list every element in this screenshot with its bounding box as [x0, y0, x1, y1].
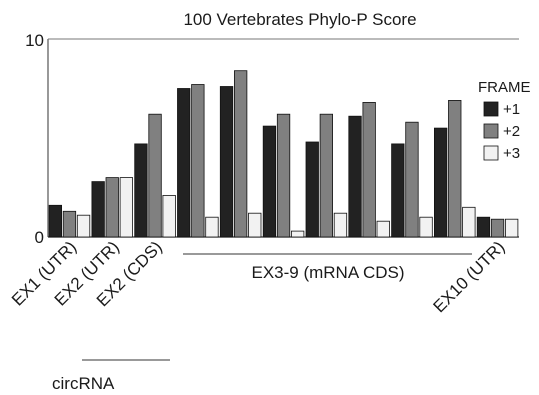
legend-label-frame1: +1	[503, 101, 520, 118]
bar-group4-frame3	[205, 216, 219, 238]
group-annotation-mrna: EX3-9 (mRNA CDS)	[183, 253, 472, 282]
x-tick-label: EX10 (UTR)	[430, 237, 509, 316]
legend-label-frame2: +2	[503, 123, 520, 140]
y-axis: 10 0	[25, 31, 519, 247]
legend-label-frame3: +3	[503, 145, 520, 162]
bar-group1-frame3	[76, 214, 91, 238]
bar-group1-frame1	[48, 204, 62, 238]
bar-group11-frame2	[490, 218, 505, 238]
bar-group3-frame2	[148, 113, 162, 238]
legend: FRAME +1 +2 +3	[478, 79, 531, 162]
bar-group8-frame3	[376, 220, 390, 238]
chart-title: 100 Vertebrates Phylo-P Score	[183, 10, 416, 29]
bar-group5-frame3	[248, 212, 262, 238]
bars-layer	[48, 70, 519, 238]
bar-group9-frame2	[405, 121, 419, 238]
y-tick-label-min: 0	[35, 228, 44, 247]
bar-group7-frame1	[305, 141, 319, 238]
bar-group5-frame2	[233, 70, 248, 238]
bar-group1-frame2	[62, 210, 77, 238]
bar-group4-frame1	[177, 88, 191, 238]
bar-group7-frame3	[333, 212, 348, 238]
bar-group9-frame1	[391, 143, 405, 238]
bar-group11-frame3	[504, 218, 519, 238]
legend-swatch-frame1	[483, 101, 499, 117]
group-annotation-circrna: circRNA	[52, 359, 170, 393]
bar-group3-frame3	[162, 194, 176, 238]
bar-group9-frame3	[419, 216, 433, 238]
bar-group3-frame1	[134, 143, 148, 238]
bar-group2-frame2	[105, 177, 119, 238]
legend-title: FRAME	[478, 79, 531, 96]
y-tick-label-max: 10	[25, 31, 44, 50]
bar-group5-frame1	[219, 86, 234, 238]
legend-swatch-frame3	[483, 145, 499, 161]
bar-group4-frame2	[191, 84, 205, 238]
bar-group10-frame1	[433, 127, 448, 238]
bar-group10-frame2	[448, 100, 462, 238]
circrna-group-label: circRNA	[52, 374, 115, 393]
legend-swatch-frame2	[483, 123, 499, 139]
bar-group6-frame1	[262, 125, 277, 238]
bar-group2-frame1	[91, 181, 105, 238]
bar-group6-frame3	[290, 230, 305, 238]
bar-group8-frame2	[362, 102, 376, 238]
bar-group10-frame3	[462, 206, 476, 238]
bar-group11-frame1	[476, 216, 491, 238]
bar-group6-frame2	[276, 113, 291, 238]
bar-group8-frame1	[348, 115, 362, 238]
mrna-group-label: EX3-9 (mRNA CDS)	[251, 263, 404, 282]
bar-group2-frame3	[119, 177, 133, 238]
bar-group7-frame2	[319, 113, 334, 238]
